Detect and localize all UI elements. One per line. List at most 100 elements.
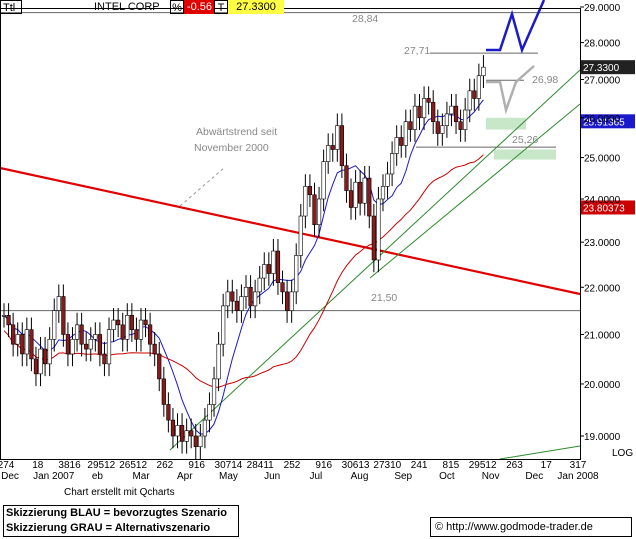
candle-body (316, 198, 322, 225)
ma-red-line (3, 154, 484, 388)
x-tick-label: 815 (443, 460, 460, 471)
candle-body (440, 125, 445, 134)
candle-body (435, 121, 440, 134)
candle-body (184, 430, 189, 442)
candle-body (234, 300, 239, 311)
uptrend-line-lower (499, 445, 581, 460)
candle-body (289, 291, 294, 311)
candle-body (193, 435, 198, 448)
source-url[interactable]: http://www.godmode-trader.de (446, 521, 593, 533)
candle-body (106, 329, 112, 365)
x-month-label: Mar (132, 471, 150, 482)
x-tick-label: 262 (157, 460, 174, 471)
zone-lower (494, 149, 556, 160)
candle-body (175, 425, 180, 437)
y-tick-label: 27.0000 (584, 75, 621, 86)
x-tick-label: 30714 (215, 460, 243, 471)
candle-body (74, 324, 80, 340)
price-badge-label: 27.3300 (583, 63, 620, 74)
candle-body (148, 324, 153, 345)
target-zones (486, 117, 556, 160)
source-credit[interactable]: © http://www.godmode-trader.de (430, 517, 632, 537)
candle-body (385, 173, 390, 187)
candle-body (262, 264, 267, 279)
scenario-sketches (486, 0, 546, 115)
candle-body (339, 125, 344, 167)
candle-body (15, 334, 20, 345)
candle-body (307, 186, 313, 196)
x-tick-label: 27310 (373, 460, 401, 471)
candle-body (271, 250, 276, 274)
y-tick-label: 29.0000 (584, 3, 621, 14)
candle-body (376, 198, 381, 261)
candle-body (472, 90, 477, 99)
candle-body (152, 343, 157, 355)
candle-body (225, 291, 230, 307)
candle-body (463, 109, 468, 130)
x-tick-label: 26512 (119, 460, 147, 471)
candle-body (221, 305, 226, 345)
x-month-label: Jun (264, 471, 280, 482)
qcharts-credit: Chart erstellt mit Qcharts (64, 487, 175, 498)
candlesticks (1, 55, 486, 459)
x-month-label: Apr (177, 471, 193, 482)
candle-body (371, 215, 376, 261)
candle-body (253, 291, 258, 307)
price-badge (581, 60, 635, 75)
candle-body (20, 334, 25, 355)
candle-body (47, 339, 52, 365)
candle-body (367, 177, 372, 217)
candle-body (421, 98, 427, 119)
candle-body (476, 75, 481, 99)
x-month-label: May (219, 471, 238, 482)
candle-body (348, 190, 354, 208)
y-tick-label: 19.0000 (584, 432, 621, 443)
candle-body (248, 286, 253, 307)
y-tick-label: 20.0000 (584, 380, 621, 391)
candle-body (481, 66, 486, 77)
y-tick-label: 25.0000 (584, 154, 621, 165)
candle-body (38, 348, 43, 375)
candle-body (399, 137, 404, 146)
candle-body (431, 101, 436, 122)
candle-body (294, 255, 299, 293)
change-value: -0.56 (184, 0, 214, 14)
candle-body (129, 315, 134, 330)
legend-blue: Skizzierung BLAU = bevorzugtes Szenario (6, 507, 227, 519)
candle-body (275, 250, 281, 283)
candle-body (138, 319, 144, 340)
y-tick-label: 21.0000 (584, 330, 621, 341)
candle-body (61, 296, 66, 335)
x-tick-label: 30613 (342, 460, 370, 471)
candle-body (380, 186, 386, 200)
candle-body (243, 286, 249, 297)
last-price-value: 27.3300 (228, 0, 284, 14)
candle-body (344, 165, 349, 191)
chart-annotation: 28,84 (352, 13, 378, 25)
candle-body (362, 177, 367, 204)
candle-body (157, 353, 162, 380)
x-month-label: Dec (1, 471, 19, 482)
candle-body (353, 181, 358, 208)
candle-body (467, 90, 472, 111)
candle-body (116, 319, 121, 326)
price-badge-label: 25.91365 (583, 117, 625, 128)
plot-frame (0, 8, 581, 460)
candle-body (189, 430, 194, 437)
candle-body (65, 334, 71, 355)
candle-body (170, 419, 176, 437)
t-label: T (214, 0, 228, 14)
candle-body (280, 282, 285, 293)
price-badge (581, 114, 635, 129)
candle-body (417, 105, 422, 119)
x-tick-label: 18 (32, 460, 44, 471)
candle-body (230, 291, 235, 302)
candle-body (453, 105, 459, 122)
candle-body (33, 358, 39, 375)
candle-body (326, 145, 331, 162)
y-tick-label: 24.0000 (584, 195, 621, 206)
candle-body (93, 334, 98, 340)
candle-body (211, 378, 217, 405)
x-tick-label: 317 (570, 460, 587, 471)
x-tick-label: 252 (284, 460, 301, 471)
